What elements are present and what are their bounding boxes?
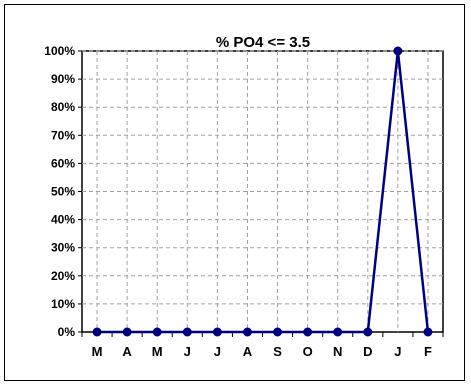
x-tick-label: M	[92, 344, 103, 359]
x-tick-label: O	[303, 344, 313, 359]
data-point	[243, 328, 251, 336]
x-tick-label: J	[394, 344, 401, 359]
x-tick-label: A	[243, 344, 253, 359]
data-point	[394, 47, 402, 55]
y-axis: 0% 10% 20% 30% 40% 50% 60% 70% 80% 90% 100%	[44, 44, 82, 339]
chart-title: % PO4 <= 3.5	[216, 34, 310, 51]
data-point	[334, 328, 342, 336]
data-point	[213, 328, 221, 336]
x-tick-label: F	[424, 344, 432, 359]
y-tick-label: 90%	[51, 72, 75, 86]
x-tick-label: M	[152, 344, 163, 359]
y-tick-label: 60%	[51, 156, 75, 170]
y-tick-label: 70%	[51, 128, 75, 142]
y-tick-label: 10%	[51, 297, 75, 311]
data-point	[364, 328, 372, 336]
plot-background	[82, 51, 443, 332]
data-point	[304, 328, 312, 336]
x-tick-label: N	[333, 344, 342, 359]
x-tick-label: J	[214, 344, 221, 359]
y-tick-label: 100%	[44, 44, 75, 58]
y-tick-label: 0%	[58, 325, 76, 339]
data-point	[183, 328, 191, 336]
x-tick-label: D	[363, 344, 372, 359]
x-tick-label: A	[122, 344, 132, 359]
y-tick-label: 50%	[51, 185, 75, 199]
plot-area	[82, 51, 443, 332]
y-tick-label: 30%	[51, 241, 75, 255]
x-tick-label: S	[273, 344, 282, 359]
x-tick-label: J	[184, 344, 191, 359]
y-tick-label: 40%	[51, 213, 75, 227]
data-point	[123, 328, 131, 336]
data-point	[153, 328, 161, 336]
y-tick-label: 20%	[51, 269, 75, 283]
data-point	[274, 328, 282, 336]
data-point	[424, 328, 432, 336]
y-tick-label: 80%	[51, 100, 75, 114]
data-point	[93, 328, 101, 336]
